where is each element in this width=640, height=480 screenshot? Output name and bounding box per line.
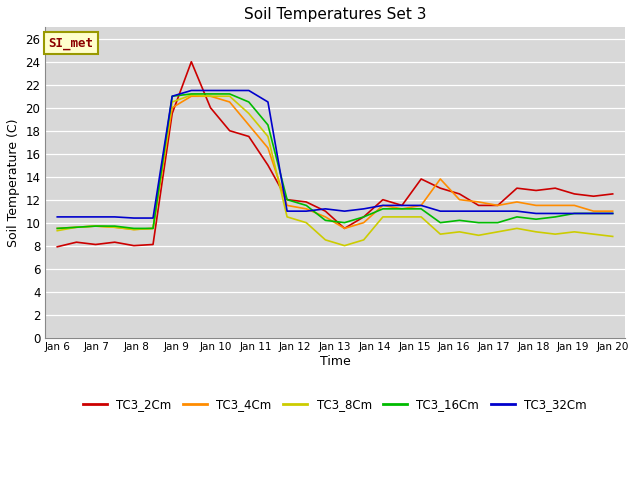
Title: Soil Temperatures Set 3: Soil Temperatures Set 3 [244,7,426,22]
Text: SI_met: SI_met [48,36,93,49]
Legend: TC3_2Cm, TC3_4Cm, TC3_8Cm, TC3_16Cm, TC3_32Cm: TC3_2Cm, TC3_4Cm, TC3_8Cm, TC3_16Cm, TC3… [79,393,591,416]
Y-axis label: Soil Temperature (C): Soil Temperature (C) [7,118,20,247]
X-axis label: Time: Time [319,355,350,368]
